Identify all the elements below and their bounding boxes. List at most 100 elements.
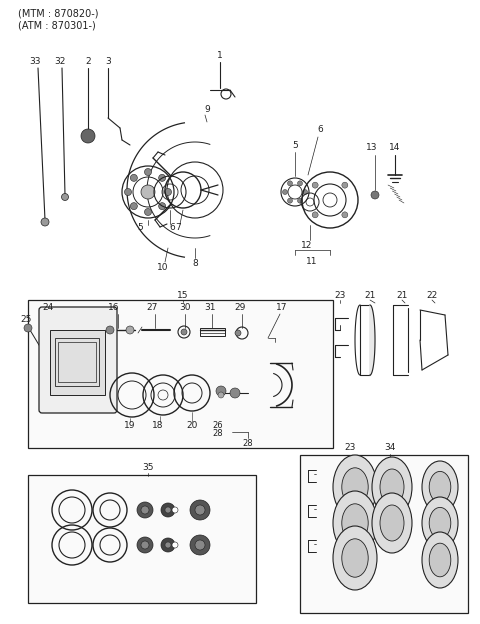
Text: 20: 20 — [186, 421, 198, 429]
Ellipse shape — [422, 532, 458, 588]
Circle shape — [230, 388, 240, 398]
Ellipse shape — [429, 471, 451, 502]
Bar — [28, 300, 333, 448]
Circle shape — [141, 541, 149, 549]
Circle shape — [141, 506, 149, 514]
Text: 21: 21 — [364, 291, 376, 300]
Text: 12: 12 — [301, 240, 312, 250]
Text: 1: 1 — [217, 52, 223, 61]
Circle shape — [172, 507, 178, 513]
Circle shape — [298, 198, 302, 203]
Text: 14: 14 — [389, 144, 401, 152]
Circle shape — [61, 193, 69, 200]
Text: 19: 19 — [124, 421, 136, 429]
Text: 28: 28 — [213, 429, 223, 437]
Circle shape — [181, 329, 187, 335]
Circle shape — [165, 542, 171, 548]
Bar — [55, 338, 99, 386]
Ellipse shape — [380, 469, 404, 505]
Circle shape — [288, 198, 292, 203]
Bar — [50, 330, 105, 395]
Circle shape — [216, 386, 226, 396]
Circle shape — [137, 502, 153, 518]
Text: 26: 26 — [213, 421, 223, 429]
Text: 7: 7 — [175, 223, 181, 233]
Circle shape — [195, 540, 205, 550]
Text: 17: 17 — [276, 303, 288, 313]
Circle shape — [144, 208, 152, 215]
Text: 13: 13 — [366, 144, 378, 152]
Circle shape — [312, 182, 318, 188]
Text: 21: 21 — [396, 291, 408, 300]
Circle shape — [126, 326, 134, 334]
Circle shape — [218, 392, 224, 398]
Circle shape — [131, 203, 137, 210]
Text: 32: 32 — [54, 57, 66, 67]
Circle shape — [195, 505, 205, 515]
Ellipse shape — [429, 507, 451, 539]
Text: 11: 11 — [306, 258, 318, 266]
Circle shape — [81, 129, 95, 143]
Ellipse shape — [333, 491, 377, 555]
Text: 35: 35 — [142, 464, 154, 472]
Ellipse shape — [333, 455, 377, 519]
Text: 28: 28 — [243, 439, 253, 447]
Text: 27: 27 — [146, 303, 158, 313]
Circle shape — [165, 188, 171, 195]
Bar — [58, 342, 96, 382]
Ellipse shape — [372, 493, 412, 553]
Polygon shape — [370, 305, 375, 375]
Text: 24: 24 — [42, 303, 54, 313]
Circle shape — [141, 185, 155, 199]
Circle shape — [190, 500, 210, 520]
Text: (MTM : 870820-): (MTM : 870820-) — [18, 9, 98, 19]
Text: 22: 22 — [426, 291, 438, 300]
Circle shape — [288, 181, 292, 186]
Text: 34: 34 — [384, 444, 396, 452]
Text: 8: 8 — [192, 260, 198, 268]
Circle shape — [144, 168, 152, 175]
Bar — [300, 455, 468, 613]
Circle shape — [137, 537, 153, 553]
Text: 31: 31 — [204, 303, 216, 313]
Circle shape — [342, 212, 348, 218]
Ellipse shape — [333, 526, 377, 590]
Text: 15: 15 — [177, 291, 189, 300]
Ellipse shape — [429, 544, 451, 577]
Text: 23: 23 — [344, 444, 356, 452]
Circle shape — [159, 203, 166, 210]
Text: 10: 10 — [157, 263, 169, 273]
Ellipse shape — [342, 468, 368, 506]
Ellipse shape — [422, 461, 458, 513]
Text: 5: 5 — [292, 140, 298, 150]
FancyBboxPatch shape — [39, 307, 117, 413]
Text: 16: 16 — [108, 303, 120, 313]
Circle shape — [165, 507, 171, 513]
Ellipse shape — [342, 504, 368, 542]
Circle shape — [161, 538, 175, 552]
Ellipse shape — [380, 505, 404, 541]
Circle shape — [161, 503, 175, 517]
Circle shape — [235, 330, 241, 336]
Circle shape — [371, 191, 379, 199]
Circle shape — [172, 542, 178, 548]
Circle shape — [312, 212, 318, 218]
Text: 25: 25 — [20, 316, 32, 324]
Bar — [28, 475, 256, 603]
Circle shape — [159, 174, 166, 182]
Circle shape — [302, 190, 308, 195]
Text: 3: 3 — [105, 57, 111, 67]
Text: 18: 18 — [152, 421, 164, 429]
Text: 6: 6 — [169, 223, 175, 233]
Text: 5: 5 — [137, 223, 143, 233]
Text: (ATM : 870301-): (ATM : 870301-) — [18, 20, 96, 30]
Text: 23: 23 — [334, 291, 346, 300]
Ellipse shape — [372, 457, 412, 517]
Circle shape — [24, 324, 32, 332]
Ellipse shape — [342, 539, 368, 577]
Bar — [200, 328, 225, 336]
Circle shape — [283, 190, 288, 195]
Circle shape — [190, 535, 210, 555]
Text: 30: 30 — [179, 303, 191, 313]
Text: 6: 6 — [317, 125, 323, 135]
